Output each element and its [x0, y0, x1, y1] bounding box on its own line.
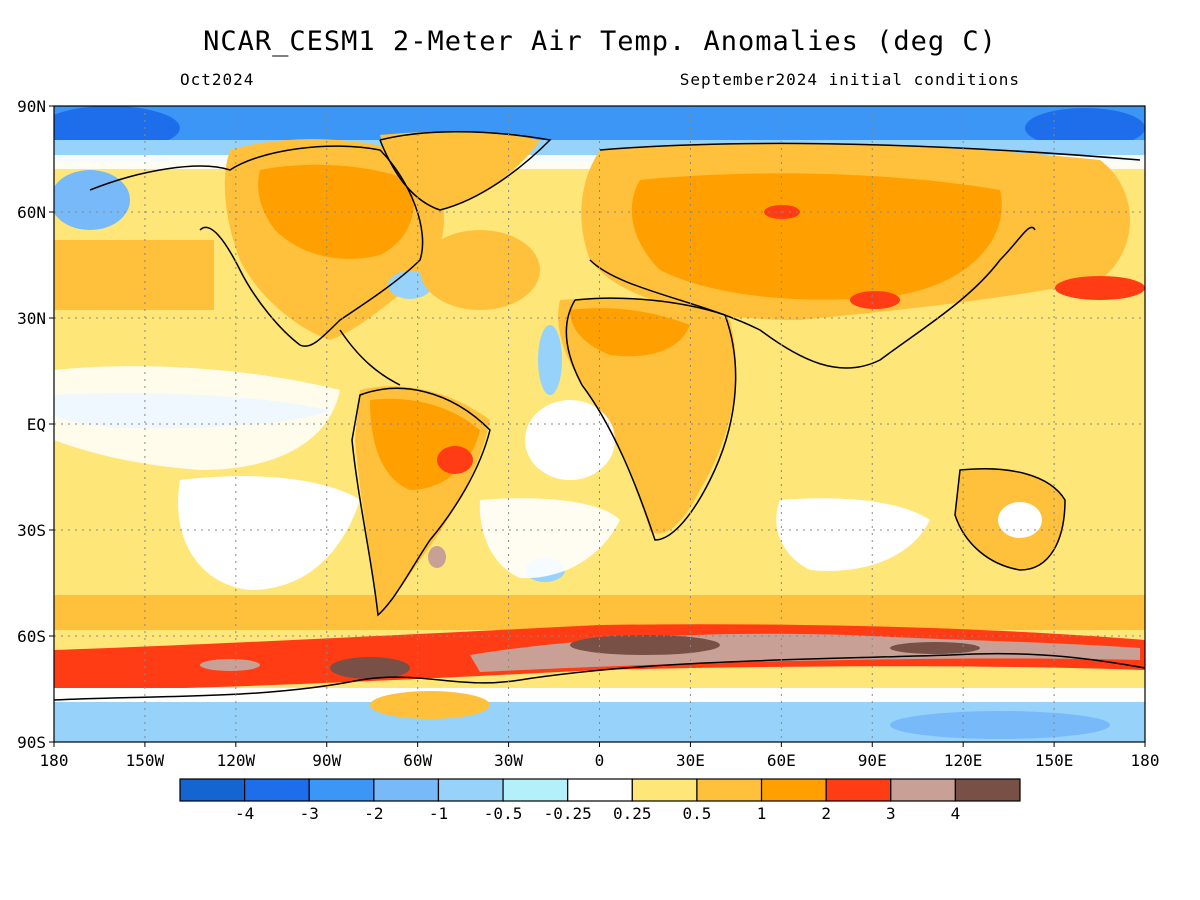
colorbar-swatch [437, 778, 504, 802]
field-indian-ocean-neutral [776, 498, 930, 571]
colorbar-label: 3 [886, 804, 896, 823]
colorbar-swatch [308, 778, 375, 802]
colorbar-label: -1 [429, 804, 448, 823]
map-title: NCAR_CESM1 2-Meter Air Temp. Anomalies (… [203, 26, 997, 57]
field-siberia-warm [631, 173, 1002, 300]
lat-label: 60S [17, 627, 46, 646]
colorbar-swatch [373, 778, 440, 802]
lat-label: EQ [27, 415, 46, 434]
lon-label: 90E [858, 751, 887, 770]
lon-label: 120W [217, 751, 256, 770]
lon-label: 180 [1131, 751, 1160, 770]
field-south-pacific-neutral [178, 476, 360, 590]
colorbar-swatch [825, 778, 892, 802]
lat-label: 30N [17, 309, 46, 328]
field-atlantic-cool-strip [538, 325, 562, 395]
field-tropical-pacific-neutral [54, 366, 340, 470]
coast-antarctica [54, 652, 1145, 701]
colorbar-label: 1 [757, 804, 767, 823]
lon-label: 30W [494, 751, 523, 770]
graticule [54, 106, 1145, 742]
field-n-atlantic-warm [420, 230, 540, 310]
lon-label: 120E [944, 751, 983, 770]
field-tropical-atlantic-neutral [525, 400, 615, 480]
colorbar-swatch [890, 778, 956, 802]
field-extreme-spot-weddell [330, 657, 410, 679]
colorbar [179, 778, 1021, 802]
colorbar-label: -3 [300, 804, 319, 823]
lon-label: 0 [595, 751, 605, 770]
field-east-antarctic-cold [890, 711, 1110, 739]
lat-label: 60N [17, 203, 46, 222]
coast-south-america [351, 387, 491, 617]
coast-central-america [339, 329, 401, 386]
colorbar-swatch [954, 778, 1021, 802]
colorbar-label: -4 [235, 804, 254, 823]
lon-label: 60E [767, 751, 796, 770]
lat-label: 90S [17, 733, 46, 752]
coast-australia [954, 468, 1066, 571]
colorbar-swatch [631, 778, 698, 802]
field-arctic-cold-west [54, 106, 180, 150]
colorbar-swatch [760, 778, 827, 802]
field-arctic-cold-east [1025, 108, 1145, 148]
field-west-antarctic-warm [370, 691, 490, 719]
anomaly-field [54, 106, 1145, 742]
colorbar-label: -0.25 [544, 804, 592, 823]
field-alaska-cool [54, 170, 130, 230]
colorbar-swatch [244, 778, 310, 802]
lon-label: 180 [40, 751, 69, 770]
field-mongolia-hot-spot [850, 291, 900, 309]
field-australia-neutral [998, 502, 1042, 538]
field-brazil-hot-spot [437, 446, 473, 474]
lon-label: 90W [312, 751, 341, 770]
lat-label: 30S [17, 521, 46, 540]
field-extreme-spot-indian [890, 642, 980, 654]
field-africa [558, 298, 736, 534]
coast-eurasia [589, 142, 1141, 369]
field-warm-spot-pacific [200, 659, 260, 671]
coast-north-america [89, 145, 424, 347]
field-ne-pacific-warm [54, 240, 214, 310]
field-south-atlantic-neutral [479, 498, 620, 579]
lat-label: 90N [17, 97, 46, 116]
latitude-labels: 90N 60N 30N EQ 30S 60S 90S [17, 97, 54, 752]
field-north-pacific-hot-band [1055, 276, 1145, 300]
field-argentina-hot-spot [428, 546, 446, 568]
coast-greenland [379, 131, 552, 211]
colorbar-swatch [179, 778, 246, 802]
initial-conditions-label: September2024 initial conditions [679, 70, 1020, 89]
colorbar-label: -2 [364, 804, 383, 823]
colorbar-label: -0.5 [484, 804, 523, 823]
colorbar-label: 0.25 [613, 804, 652, 823]
valid-month-label: Oct2024 [180, 70, 255, 89]
field-arctic-band [54, 106, 1145, 146]
lon-label: 30E [676, 751, 705, 770]
field-greenland [380, 131, 540, 210]
colorbar-swatch [502, 778, 569, 802]
longitude-labels: 180 150W 120W 90W 60W 30W 0 30E 60E 90E 120E 150E 18… [40, 742, 1160, 770]
colorbar-swatch [567, 778, 633, 802]
colorbar-label: 4 [951, 804, 961, 823]
coastlines [54, 131, 1145, 701]
colorbar-swatch [696, 778, 763, 802]
colorbar-label: 2 [821, 804, 831, 823]
lon-label: 150E [1035, 751, 1074, 770]
field-extreme-spot-atlantic [570, 635, 720, 655]
lon-label: 60W [403, 751, 432, 770]
colorbar-label: 0.5 [682, 804, 711, 823]
colorbar-labels: -4 -3 -2 -1 -0.5 -0.25 0.25 0.5 1 2 3 4 [235, 804, 960, 823]
coast-africa [565, 297, 737, 541]
lon-label: 150W [126, 751, 165, 770]
